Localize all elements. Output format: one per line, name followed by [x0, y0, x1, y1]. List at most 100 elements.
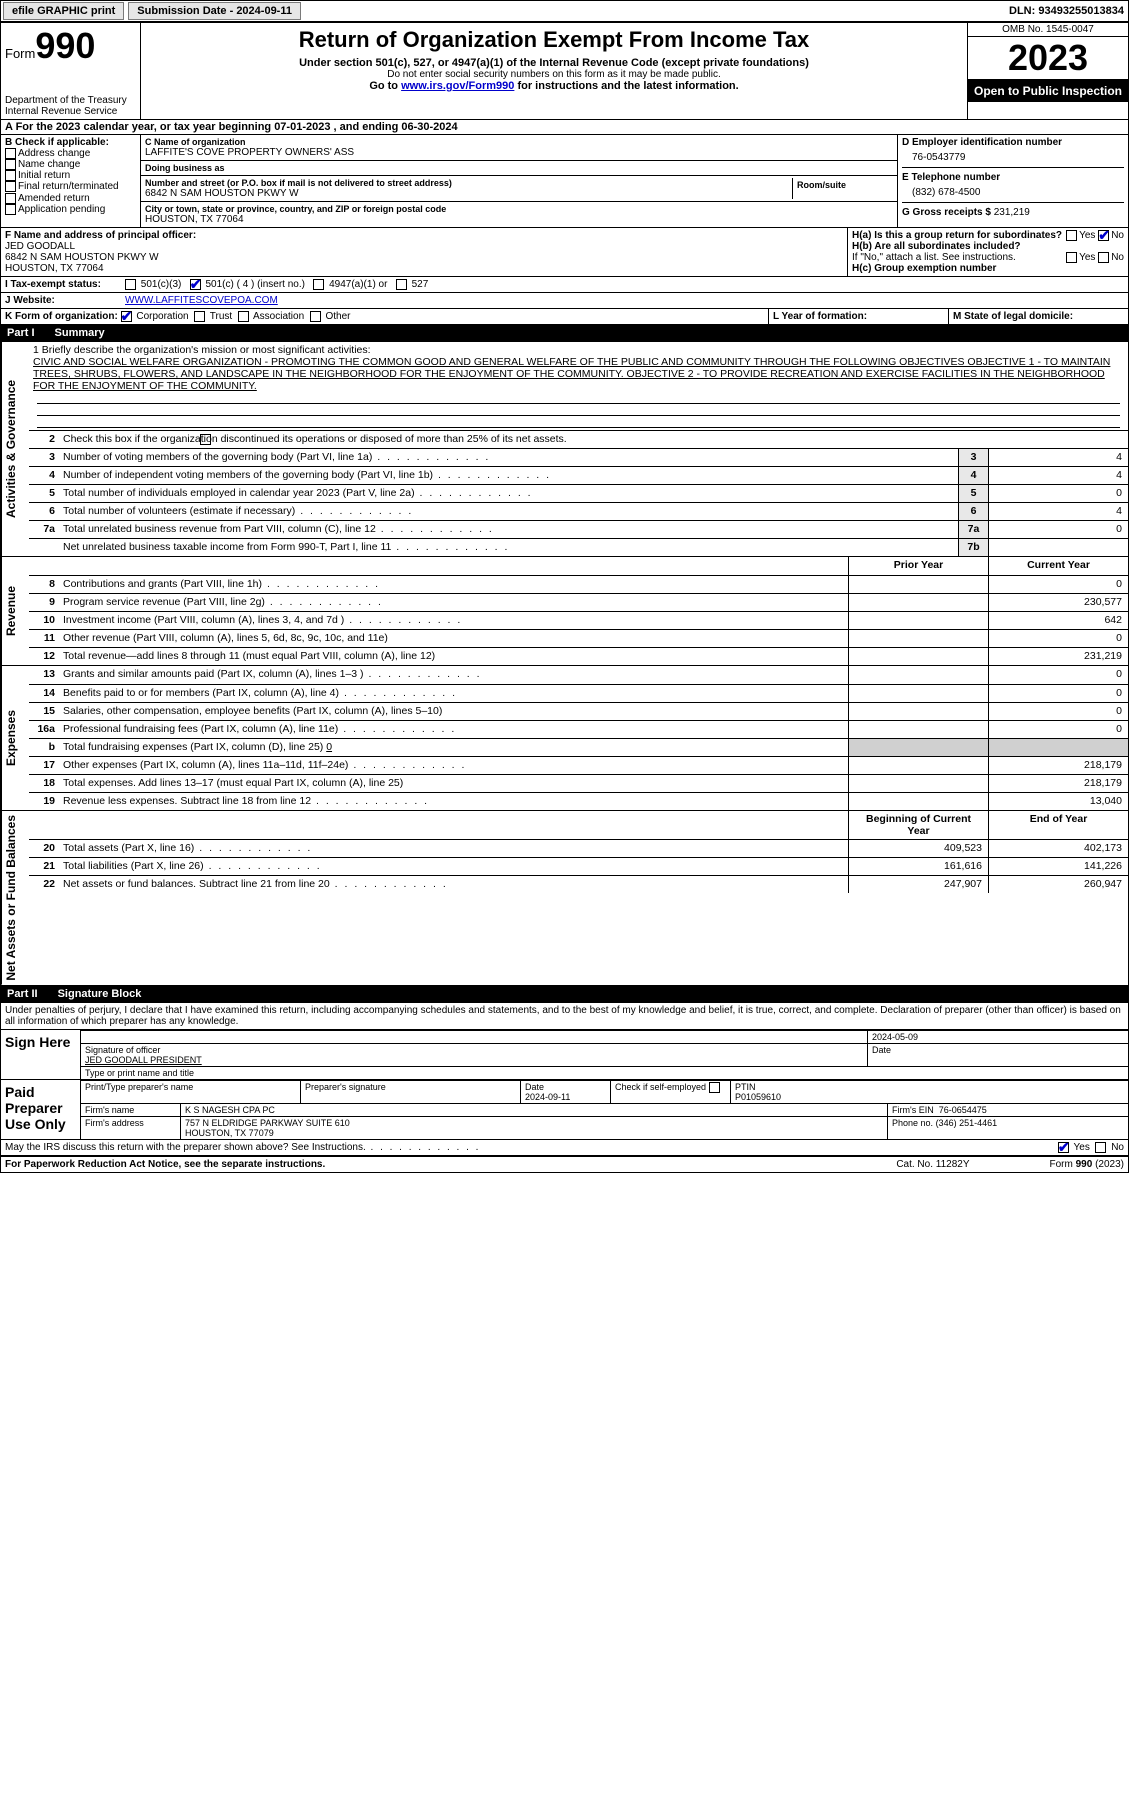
sig-declaration: Under penalties of perjury, I declare th… — [1, 1003, 1128, 1029]
goto-link[interactable]: www.irs.gov/Form990 — [401, 80, 514, 92]
year-formation-label: L Year of formation: — [773, 311, 867, 322]
sig-officer-label: Signature of officer — [85, 1045, 160, 1055]
sign-here-label: Sign Here — [1, 1030, 81, 1079]
dept-label: Department of the Treasury Internal Reve… — [5, 95, 136, 117]
col-d-ein: D Employer identification number 76-0543… — [898, 135, 1128, 227]
firm-addr-label: Firm's address — [81, 1117, 181, 1139]
chk-final-return[interactable]: Final return/terminated — [5, 181, 136, 192]
date-label: Date — [868, 1044, 1128, 1066]
chk-app-pending[interactable]: Application pending — [5, 204, 136, 215]
ein-label: D Employer identification number — [902, 137, 1124, 148]
tax-status-options: 501(c)(3) 501(c) ( 4 ) (insert no.) 4947… — [121, 277, 1128, 292]
state-domicile-label: M State of legal domicile: — [953, 311, 1073, 322]
chk-initial-return[interactable]: Initial return — [5, 170, 136, 181]
form-header: Form990 Department of the Treasury Inter… — [1, 23, 1128, 119]
val-6: 4 — [988, 503, 1128, 520]
ptin-label: PTIN — [735, 1082, 756, 1092]
chk-label: Final return/terminated — [18, 182, 119, 193]
form-num: 990 — [35, 25, 95, 66]
line-17: Other expenses (Part IX, column (A), lin… — [59, 757, 848, 774]
chk-501c[interactable] — [190, 279, 201, 290]
paid-preparer-label: Paid Preparer Use Only — [1, 1080, 81, 1139]
chk-address-change[interactable]: Address change — [5, 148, 136, 159]
part1-title: Summary — [55, 327, 105, 339]
chk-label: Initial return — [18, 170, 70, 181]
opt-4947: 4947(a)(1) or — [329, 279, 387, 290]
ha-yes-chk[interactable] — [1066, 230, 1077, 241]
line-9: Program service revenue (Part VIII, line… — [59, 594, 848, 611]
mission-block: 1 Briefly describe the organization's mi… — [29, 342, 1128, 430]
gross-value: 231,219 — [994, 207, 1030, 218]
line-6: Total number of volunteers (estimate if … — [59, 503, 958, 520]
hb-row: H(b) Are all subordinates included? Yes … — [852, 241, 1124, 252]
ha-no-chk[interactable] — [1098, 230, 1109, 241]
vtab-expenses: Expenses — [1, 666, 29, 810]
mission-label: 1 Briefly describe the organization's mi… — [33, 344, 1124, 356]
goto-post: for instructions and the latest informat… — [514, 80, 738, 92]
phone-value: (346) 251-4461 — [936, 1118, 998, 1128]
firm-ein-label: Firm's EIN — [892, 1105, 934, 1115]
chk-discontinued[interactable] — [200, 434, 211, 445]
submission-date-button[interactable]: Submission Date - 2024-09-11 — [128, 2, 301, 20]
chk-assoc[interactable] — [238, 311, 249, 322]
firm-addr: 757 N ELDRIDGE PARKWAY SUITE 610 — [185, 1118, 350, 1128]
line-19: Revenue less expenses. Subtract line 18 … — [59, 793, 848, 810]
val-16b: 0 — [326, 741, 332, 753]
topbar: efile GRAPHIC print Submission Date - 20… — [0, 0, 1129, 22]
part1-header: Part I Summary — [1, 324, 1128, 341]
hb-yes-chk[interactable] — [1066, 252, 1077, 263]
chk-amended-return[interactable]: Amended return — [5, 193, 136, 204]
part2-title: Signature Block — [58, 988, 142, 1000]
val-22e: 260,947 — [988, 876, 1128, 893]
chk-other[interactable] — [310, 311, 321, 322]
col-end-year: End of Year — [988, 811, 1128, 839]
line-20: Total assets (Part X, line 16) — [59, 840, 848, 857]
cat-no: Cat. No. 11282Y — [896, 1159, 969, 1170]
hb-no-chk[interactable] — [1098, 252, 1109, 263]
officer-addr1: 6842 N SAM HOUSTON PKWY W — [5, 252, 843, 263]
yes-label: Yes — [1079, 230, 1095, 241]
prep-name-label: Print/Type preparer's name — [81, 1081, 301, 1103]
part2-header: Part II Signature Block — [1, 985, 1128, 1002]
dln-label: DLN: 93493255013834 — [1009, 5, 1128, 17]
val-9: 230,577 — [988, 594, 1128, 611]
chk-self-emp[interactable] — [709, 1082, 720, 1093]
line-11: Other revenue (Part VIII, column (A), li… — [59, 630, 848, 647]
form-org-row: K Form of organization: Corporation Trus… — [1, 309, 768, 324]
efile-print-button[interactable]: efile GRAPHIC print — [3, 2, 124, 20]
chk-527[interactable] — [396, 279, 407, 290]
val-16a: 0 — [988, 721, 1128, 738]
gross-label: G Gross receipts $ — [902, 207, 991, 218]
ssn-notice: Do not enter social security numbers on … — [147, 69, 961, 80]
chk-corp[interactable] — [121, 311, 132, 322]
col-current-year: Current Year — [988, 557, 1128, 575]
prep-sig-label: Preparer's signature — [301, 1081, 521, 1103]
val-20e: 402,173 — [988, 840, 1128, 857]
sig-date: 2024-05-09 — [868, 1031, 1128, 1043]
website-link[interactable]: WWW.LAFFITESCOVEPOA.COM — [125, 295, 278, 306]
line-22: Net assets or fund balances. Subtract li… — [59, 876, 848, 893]
val-5: 0 — [988, 485, 1128, 502]
val-7a: 0 — [988, 521, 1128, 538]
tax-status-label: I Tax-exempt status: — [1, 277, 121, 292]
col-c-org-info: C Name of organization LAFFITE'S COVE PR… — [141, 135, 898, 227]
chk-501c3[interactable] — [125, 279, 136, 290]
chk-4947[interactable] — [313, 279, 324, 290]
yes-label: Yes — [1074, 1142, 1090, 1153]
discuss-no-chk[interactable] — [1095, 1142, 1106, 1153]
ha-label: H(a) Is this a group return for subordin… — [852, 230, 1062, 241]
chk-name-change[interactable]: Name change — [5, 159, 136, 170]
prep-date: 2024-09-11 — [525, 1092, 570, 1102]
omb-number: OMB No. 1545-0047 — [968, 23, 1128, 37]
chk-trust[interactable] — [194, 311, 205, 322]
no-label: No — [1111, 1142, 1124, 1153]
discuss-yes-chk[interactable] — [1058, 1142, 1069, 1153]
public-inspection: Open to Public Inspection — [968, 80, 1128, 102]
opt-trust: Trust — [210, 311, 232, 322]
street-value: 6842 N SAM HOUSTON PKWY W — [145, 188, 792, 199]
line-21: Total liabilities (Part X, line 26) — [59, 858, 848, 875]
no-label: No — [1111, 230, 1124, 241]
col-prior-year: Prior Year — [848, 557, 988, 575]
line-2: Check this box if the organization disco… — [59, 431, 1128, 448]
val-3: 4 — [988, 449, 1128, 466]
